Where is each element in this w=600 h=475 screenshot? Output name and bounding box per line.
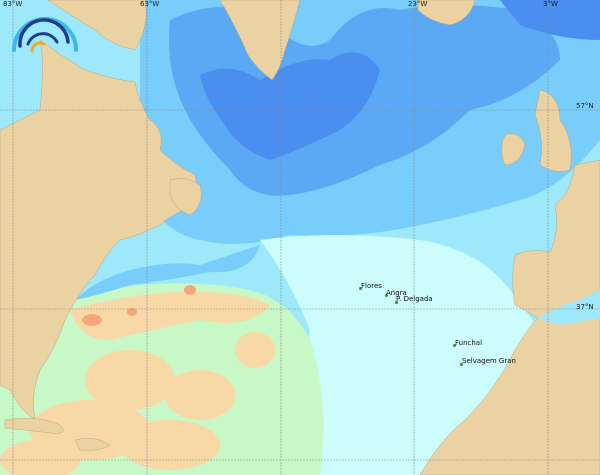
- land-ireland: [501, 133, 526, 166]
- ocean-zone-tan: [0, 291, 275, 475]
- land-iceland: [417, 0, 476, 26]
- place-funchal[interactable]: Funchal: [455, 339, 483, 347]
- place-marker: [453, 344, 456, 347]
- place-marker: [359, 287, 362, 290]
- ocean-zone-deep-ne: [500, 0, 600, 40]
- land-greenland: [219, 0, 301, 81]
- place-angra[interactable]: Angra: [386, 289, 407, 297]
- ocean-zone-orange: [82, 285, 196, 326]
- land-hispaniola: [74, 438, 111, 451]
- lon-label-23w: 23°W: [408, 0, 428, 8]
- land-newfoundland: [169, 178, 202, 216]
- lat-label-57n: 57°N: [576, 102, 594, 110]
- place-marker: [460, 363, 463, 366]
- ocean-mediterranean: [538, 290, 600, 325]
- land-cuba: [4, 418, 64, 434]
- land-europe: [419, 159, 600, 475]
- lon-label-63w: 63°W: [140, 0, 160, 8]
- place-p-delgada[interactable]: P. Delgada: [396, 295, 433, 303]
- place-selvagem-grande[interactable]: Selvagem Gran: [462, 357, 516, 365]
- rainbow-arcs-logo: [12, 17, 78, 53]
- ocean-zone-deep: [200, 52, 380, 160]
- lon-label-83w: 83°W: [3, 0, 23, 8]
- place-marker: [385, 294, 388, 297]
- land-great-britain: [534, 89, 572, 172]
- place-marker: [395, 301, 398, 304]
- lat-label-37n: 37°N: [576, 303, 594, 311]
- place-flores[interactable]: Flores: [361, 282, 382, 290]
- ocean-zone-gulfstream: [75, 245, 260, 300]
- lon-label-3w: 3°W: [543, 0, 558, 8]
- land-baffin: [47, 0, 147, 51]
